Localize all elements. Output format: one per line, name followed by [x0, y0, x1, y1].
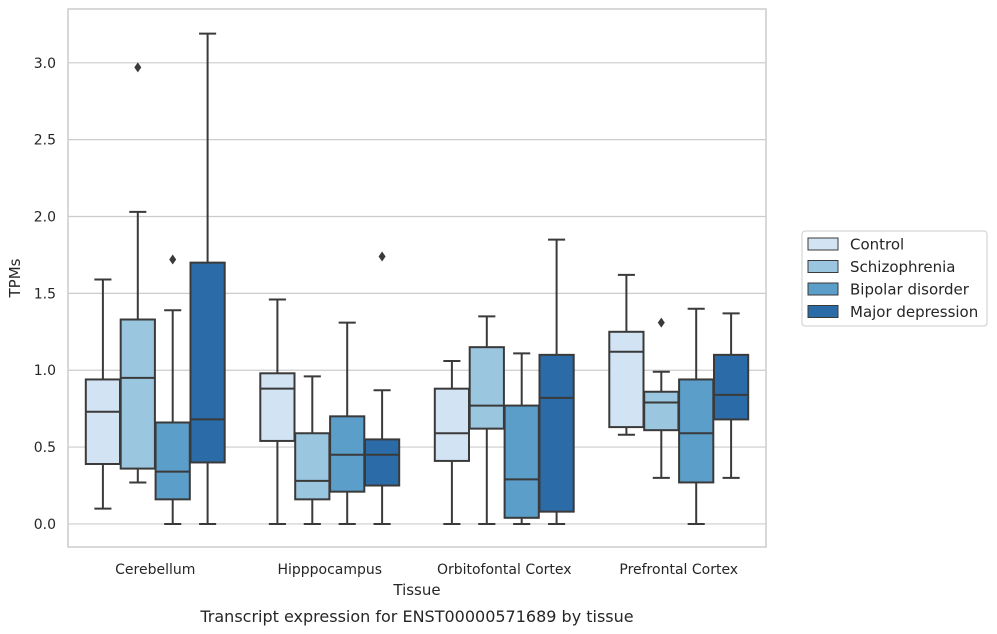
box-2-2: [503, 352, 540, 525]
box-1-3: [363, 251, 401, 525]
iqr-box: [84, 378, 122, 465]
box-2-0: [433, 360, 471, 525]
legend-swatch: [807, 305, 839, 318]
iqr-box: [468, 346, 505, 430]
x-tick-label: Orbitofontal Cortex: [437, 562, 572, 578]
plot-frame: [67, 8, 767, 548]
legend: Control Schizophrenia Bipolar disorder Majo…: [801, 230, 988, 327]
outlier-point: [657, 317, 665, 328]
box-3-3: [712, 312, 750, 479]
iqr-box: [119, 318, 156, 470]
legend-frame: [801, 230, 988, 327]
legend-label: Schizophrenia: [850, 258, 955, 276]
legend-swatch: [807, 237, 839, 251]
x-axis-ticks: Cerebellum Hipppocampus Orbitofontal Corte…: [115, 562, 738, 578]
outlier-point: [378, 251, 386, 262]
legend-swatch: [807, 260, 839, 273]
box-0-3: [189, 32, 226, 525]
y-tick-label: 2.5: [34, 133, 56, 149]
box-0-1: [119, 62, 156, 484]
legend-label: Bipolar disorder: [850, 281, 970, 299]
iqr-box: [259, 372, 296, 442]
x-tick-label: Cerebellum: [115, 562, 195, 578]
legend-label: Control: [850, 236, 904, 254]
legend-label: Major depression: [850, 303, 978, 321]
y-tick-label: 2.0: [34, 210, 56, 226]
y-axis-label: TPMs: [6, 258, 24, 298]
x-tick-label: Hipppocampus: [277, 562, 382, 578]
iqr-box: [294, 432, 331, 501]
box-2-3: [538, 238, 575, 525]
y-tick-label: 1.5: [34, 286, 56, 302]
box-0-2: [154, 254, 191, 525]
x-tick-label: Prefrontal Cortex: [619, 562, 738, 578]
y-tick-label: 0.0: [34, 517, 56, 533]
outlier-point: [169, 254, 177, 265]
iqr-box: [189, 261, 226, 464]
iqr-box: [363, 438, 401, 487]
iqr-box: [503, 404, 540, 519]
y-tick-label: 0.5: [34, 440, 56, 456]
box-2-1: [468, 315, 505, 525]
box-3-1: [643, 317, 680, 479]
box-1-0: [259, 298, 296, 525]
box-0-0: [84, 278, 122, 510]
y-axis-ticks: 0.0 0.5 1.0 1.5 2.0 2.5 3.0: [34, 56, 56, 533]
box-1-1: [294, 375, 331, 525]
y-tick-label: 3.0: [34, 56, 56, 72]
iqr-box: [433, 387, 471, 462]
box-plot-area: [84, 32, 750, 525]
iqr-box: [712, 353, 750, 421]
box-1-2: [329, 321, 366, 525]
iqr-box: [678, 378, 715, 484]
box-3-0: [608, 273, 645, 436]
outlier-point: [134, 62, 142, 73]
iqr-box: [608, 330, 645, 429]
box-3-2: [678, 307, 715, 525]
figure-caption: Transcript expression for ENST0000057168…: [199, 607, 633, 626]
legend-swatch: [807, 282, 839, 296]
iqr-box: [538, 353, 575, 513]
iqr-box: [643, 390, 680, 432]
y-tick-label: 1.0: [34, 363, 56, 379]
x-axis-label: Tissue: [392, 581, 440, 599]
iqr-box: [154, 421, 191, 501]
